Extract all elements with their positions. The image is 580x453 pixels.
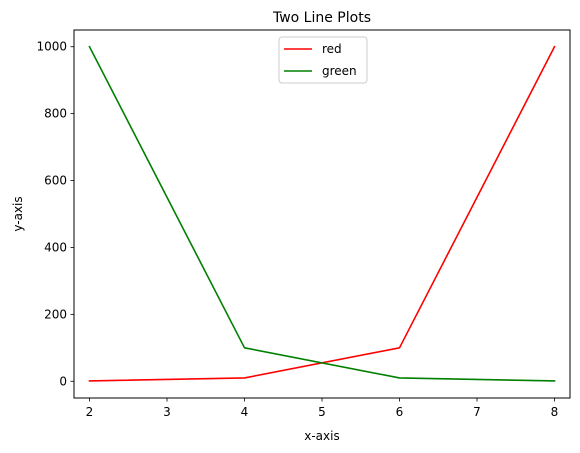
x-tick-label: 6 <box>396 405 404 419</box>
legend-label-red: red <box>322 42 342 56</box>
x-tick-label: 4 <box>241 405 249 419</box>
y-tick-label: 600 <box>44 174 67 188</box>
x-tick-label: 3 <box>163 405 171 419</box>
y-axis-ticks: 0 200 400 600 800 1000 <box>36 40 74 388</box>
series-line-green <box>88 45 556 382</box>
x-axis-label: x-axis <box>304 429 339 443</box>
x-tick-label: 2 <box>86 405 94 419</box>
chart-title: Two Line Plots <box>272 10 371 26</box>
x-tick-label: 5 <box>318 405 326 419</box>
y-tick-label: 0 <box>59 374 67 388</box>
plot-frame <box>73 29 571 399</box>
series-line-red <box>88 45 556 382</box>
y-tick-label: 200 <box>44 307 67 321</box>
x-tick-label: 8 <box>551 405 559 419</box>
legend-label-green: green <box>322 64 357 78</box>
y-tick-label: 400 <box>44 240 67 254</box>
legend: red green <box>278 36 368 84</box>
y-axis-label: y-axis <box>11 196 25 231</box>
y-tick-label: 1000 <box>36 40 67 54</box>
y-tick-label: 800 <box>44 107 67 121</box>
series-layer <box>88 45 556 382</box>
x-tick-label: 7 <box>473 405 481 419</box>
x-axis-ticks: 2 3 4 5 6 7 8 <box>86 398 559 419</box>
